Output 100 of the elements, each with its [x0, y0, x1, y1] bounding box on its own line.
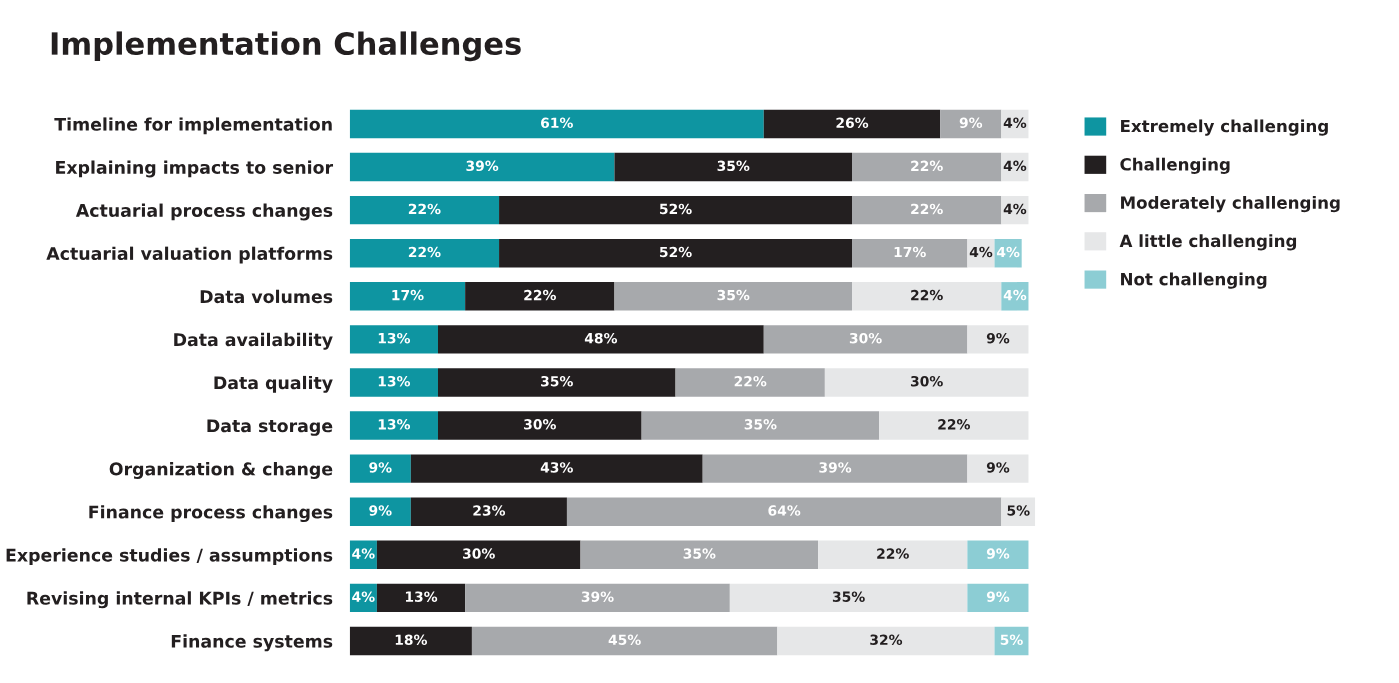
data-label: 35%	[541, 376, 573, 387]
data-label: 9%	[369, 505, 392, 516]
data-label: 32%	[870, 634, 903, 645]
legend-label: Challenging	[1120, 157, 1230, 174]
data-label: 5%	[1007, 505, 1030, 516]
bar	[614, 282, 852, 311]
bar	[349, 282, 466, 311]
bar	[614, 152, 852, 182]
bar	[675, 368, 825, 397]
data-label: 22%	[408, 246, 441, 258]
bar	[763, 325, 968, 354]
bar	[349, 195, 500, 225]
bar	[437, 325, 764, 354]
bar	[349, 626, 472, 656]
data-label: 9%	[986, 548, 1010, 559]
bar	[852, 195, 1002, 225]
bar	[852, 152, 1002, 182]
data-label: 18%	[395, 634, 428, 645]
legend-label: Not challenging	[1121, 272, 1267, 289]
bar	[824, 368, 1029, 397]
y-tick-label: Experience studies / assumptions	[6, 548, 333, 566]
data-label: 30%	[849, 332, 882, 344]
bar	[349, 109, 764, 139]
data-label: 13%	[378, 419, 411, 430]
bar	[967, 583, 1029, 613]
data-label: 39%	[581, 591, 614, 602]
data-label: 61%	[541, 117, 573, 129]
data-label: 17%	[392, 289, 424, 301]
y-tick-label: Data availability	[174, 332, 333, 350]
y-tick-label: Actuarial valuation platforms	[46, 246, 333, 264]
bar	[437, 411, 642, 440]
bar	[410, 454, 703, 483]
bar	[967, 325, 1029, 354]
data-label: 9%	[959, 117, 983, 129]
data-label: 30%	[463, 548, 495, 559]
bar	[471, 626, 778, 656]
y-tick-label: Data quality	[214, 375, 333, 393]
data-label: 22%	[408, 203, 441, 215]
bar	[566, 497, 1002, 526]
y-tick-label: Finance process changes	[89, 505, 333, 523]
bar	[349, 411, 438, 440]
data-label: 52%	[659, 246, 692, 258]
y-tick-label: Data storage	[207, 419, 333, 436]
y-tick-label: Data volumes	[200, 289, 333, 304]
data-label: 9%	[986, 332, 1010, 344]
bar	[879, 411, 1029, 440]
bar	[641, 411, 880, 440]
data-label: 35%	[717, 289, 750, 301]
bar	[437, 368, 676, 397]
bar	[349, 152, 615, 182]
y-tick-label: Explaining impacts to senior	[56, 160, 334, 178]
bar	[349, 325, 438, 354]
y-tick-label: Revising internal KPIs / metrics	[27, 591, 333, 609]
bar	[580, 540, 819, 570]
bar	[349, 497, 411, 526]
bar	[702, 454, 968, 483]
y-tick-label: Actuarial process changes	[75, 203, 333, 221]
data-label: 35%	[717, 160, 750, 172]
data-label: 35%	[832, 591, 865, 602]
data-label: 22%	[911, 289, 943, 301]
data-label: 22%	[938, 419, 970, 430]
data-label: 30%	[524, 419, 556, 430]
legend-label: A little challenging	[1119, 234, 1297, 251]
bar	[852, 282, 1002, 311]
bar	[777, 626, 995, 656]
data-label: 35%	[744, 419, 777, 430]
data-label: 17%	[894, 246, 926, 258]
data-label: 30%	[910, 376, 943, 387]
data-label: 4%	[1003, 117, 1027, 129]
chart-title: Implementation Challenges	[51, 31, 521, 62]
data-label: 22%	[877, 548, 909, 559]
data-label: 9%	[986, 462, 1010, 473]
data-label: 39%	[466, 160, 499, 172]
bar	[852, 239, 968, 268]
bar	[729, 583, 968, 613]
bar	[465, 282, 615, 311]
data-label: 64%	[768, 505, 801, 516]
data-label: 4%	[969, 246, 993, 258]
data-label: 4%	[1003, 160, 1027, 172]
bar	[376, 540, 581, 570]
y-tick-label: Finance systems	[171, 634, 333, 652]
data-label: 13%	[405, 591, 438, 602]
bar	[349, 239, 500, 268]
data-label: 9%	[986, 591, 1010, 602]
bar	[465, 583, 730, 613]
data-label: 9%	[369, 462, 392, 473]
data-label: 13%	[378, 376, 411, 387]
bar	[349, 368, 438, 397]
legend-label: Extremely challenging	[1121, 119, 1328, 136]
bar	[499, 195, 852, 225]
data-label: 4%	[352, 548, 375, 559]
data-label: 4%	[1003, 289, 1027, 301]
bar	[376, 583, 466, 613]
data-label: 4%	[352, 591, 375, 602]
data-label: 39%	[819, 462, 852, 473]
bar	[940, 109, 1002, 139]
bar	[499, 239, 852, 268]
data-label: 22%	[734, 376, 767, 387]
data-label: 4%	[1003, 203, 1027, 215]
bar	[967, 540, 1029, 570]
